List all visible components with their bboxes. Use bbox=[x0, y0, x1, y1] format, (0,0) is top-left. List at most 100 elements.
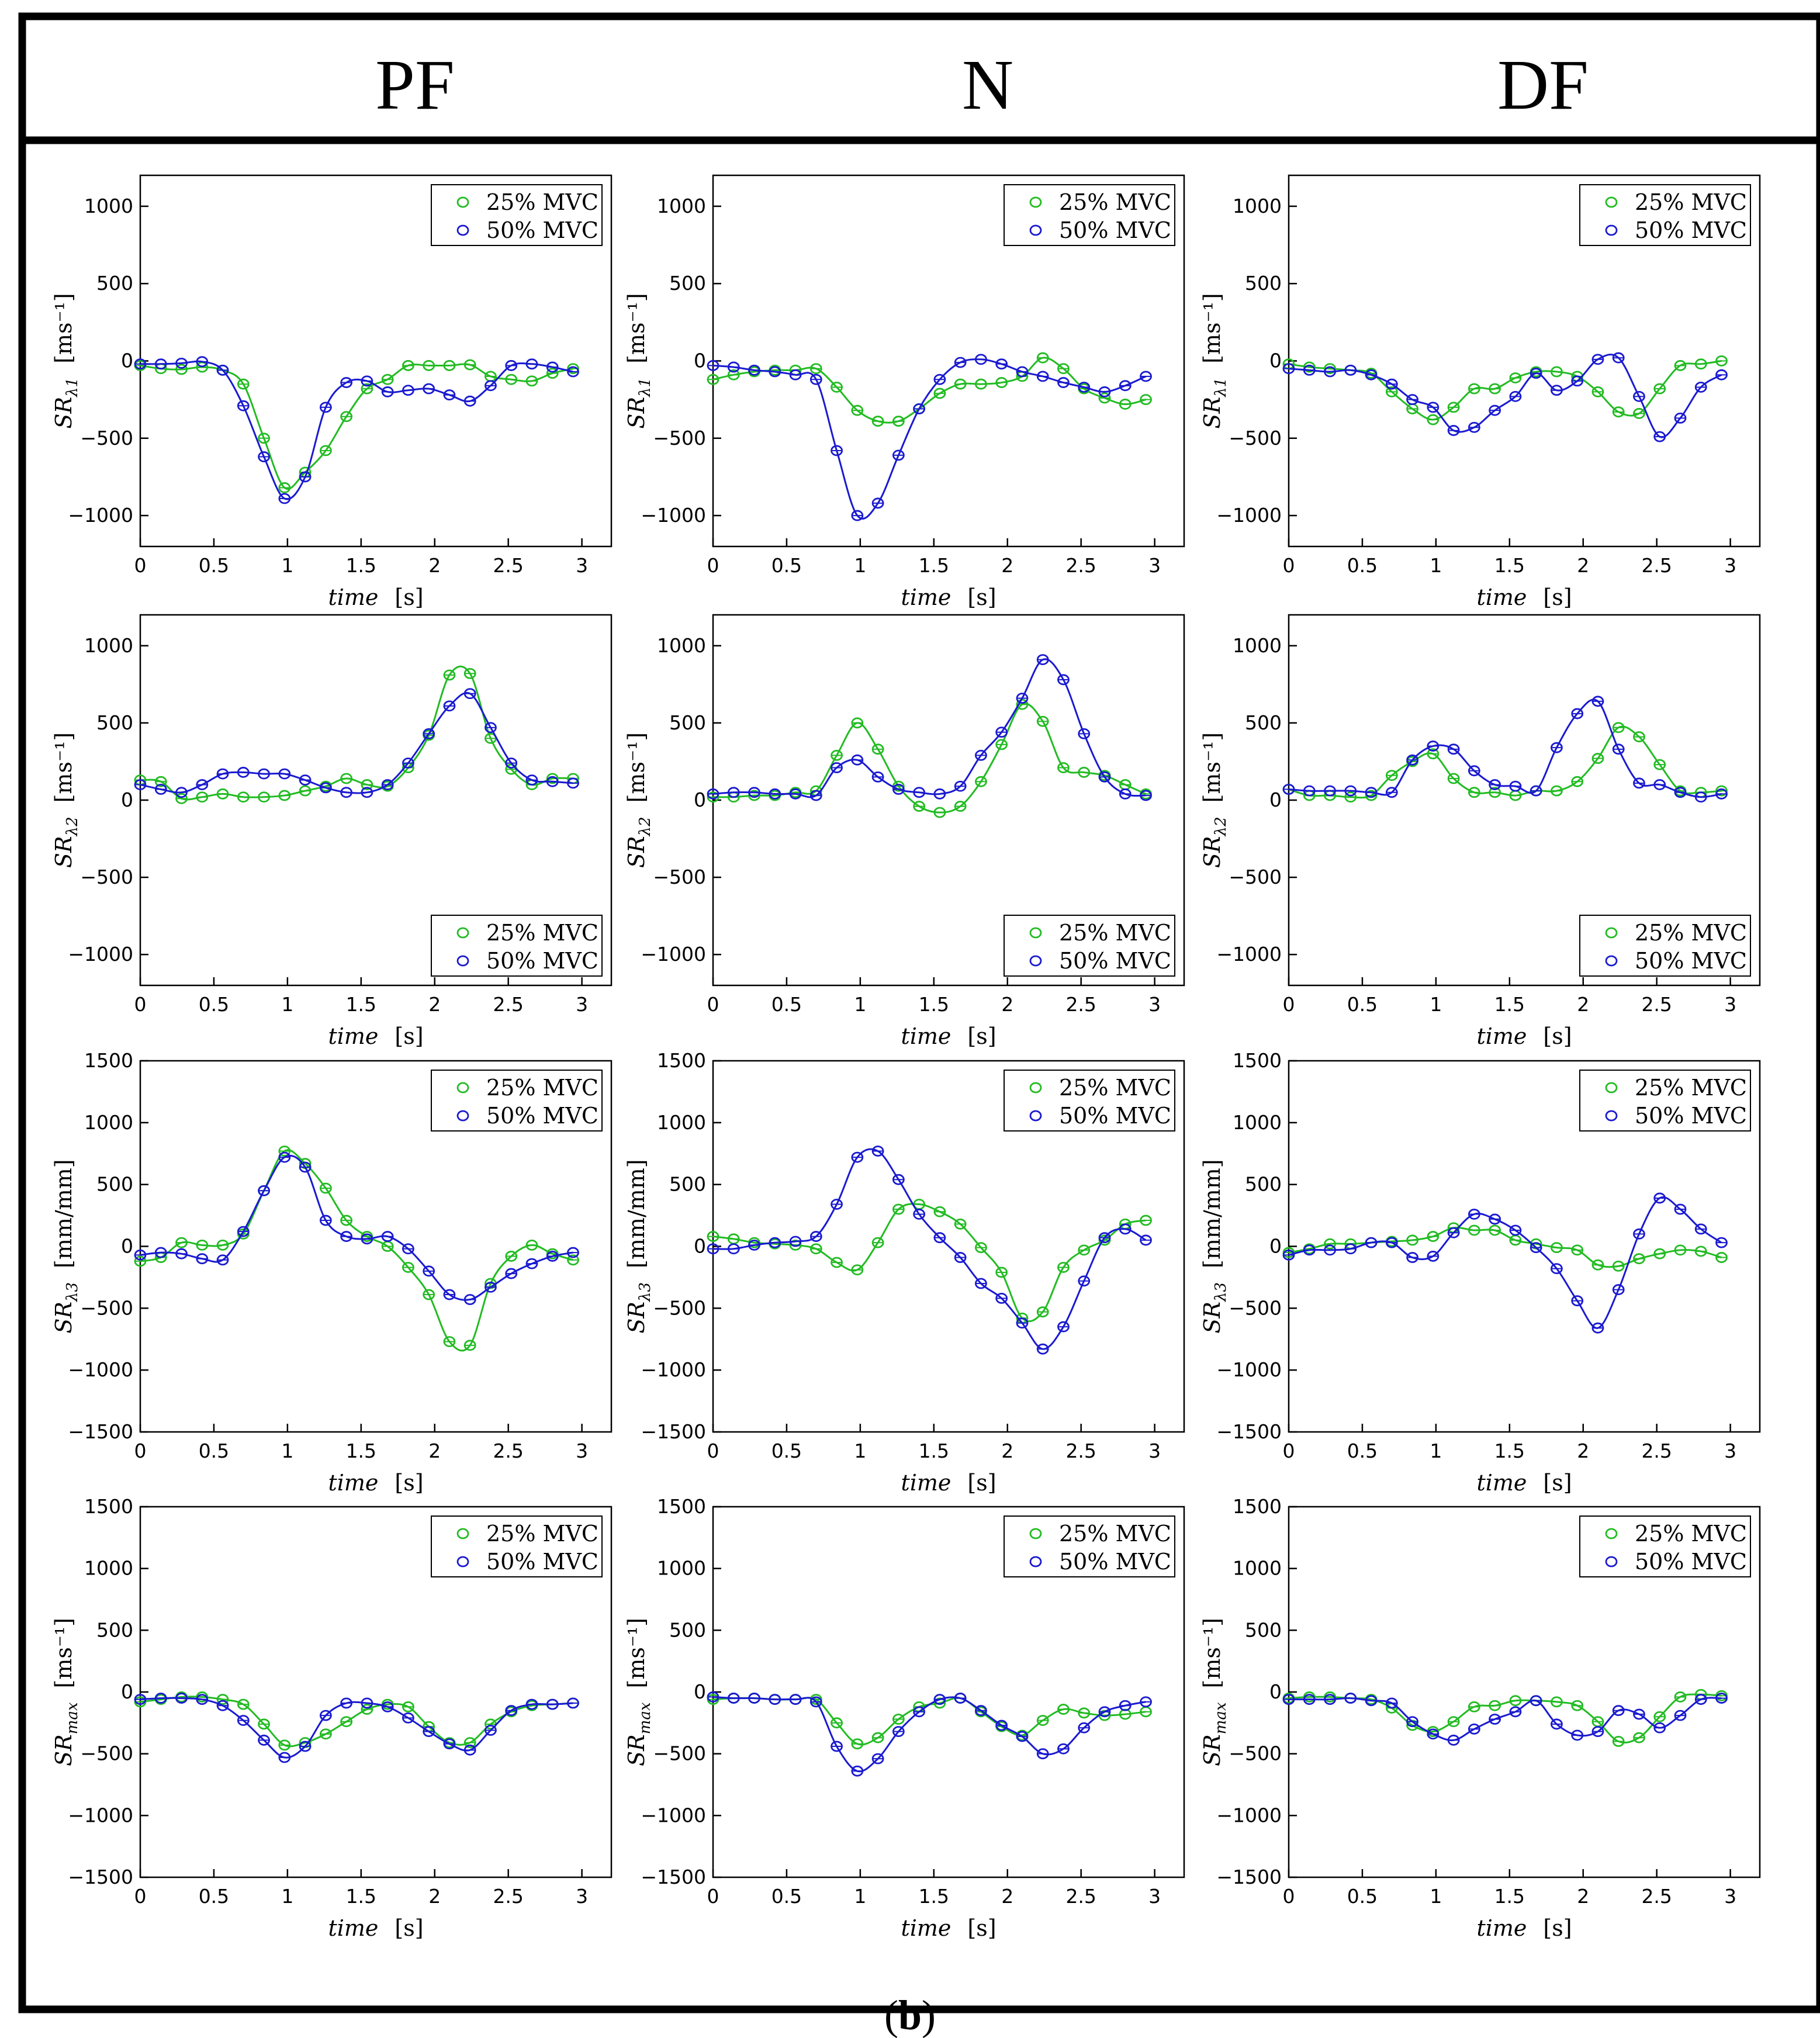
data-point bbox=[423, 1289, 435, 1300]
data-point bbox=[1427, 1728, 1440, 1740]
data-point bbox=[1468, 765, 1480, 777]
data-point bbox=[1427, 741, 1440, 752]
x-tick-label: 3 bbox=[576, 1440, 588, 1462]
data-point bbox=[1036, 1306, 1049, 1318]
data-point bbox=[423, 728, 435, 739]
x-tick-label: 2.5 bbox=[1641, 1885, 1672, 1908]
data-point bbox=[1715, 788, 1728, 800]
data-point bbox=[954, 1252, 967, 1263]
y-tick-label: −1000 bbox=[68, 1358, 133, 1381]
x-tick-label: 0.5 bbox=[199, 1440, 229, 1462]
data-point bbox=[1551, 1263, 1563, 1275]
data-point bbox=[727, 369, 740, 380]
data-point bbox=[319, 402, 332, 413]
data-point bbox=[933, 1697, 946, 1709]
data-point bbox=[851, 754, 864, 766]
data-point bbox=[299, 1741, 312, 1752]
x-tick-label: 0.5 bbox=[771, 1885, 802, 1908]
y-axis-label: SRmax [ms⁻¹] bbox=[51, 1618, 81, 1766]
y-tick-label: 1000 bbox=[84, 634, 133, 657]
data-point bbox=[1612, 1705, 1625, 1717]
series-line-25 bbox=[1288, 725, 1722, 799]
data-point bbox=[975, 776, 987, 787]
y-axis-label: SRλ3 [mm/mm] bbox=[624, 1159, 654, 1333]
outer-frame bbox=[18, 12, 1820, 2013]
panel-PF-SRλ2: 0 0.5 1 1.5 2 2.5 3 −1000 −500 0 500 1000 time [s] SRλ… bbox=[51, 614, 613, 1049]
data-point bbox=[154, 784, 167, 795]
y-tick-label: −500 bbox=[80, 866, 133, 888]
y-axis-label-sub: λ3 bbox=[636, 1282, 654, 1302]
data-point bbox=[361, 779, 373, 790]
data-point bbox=[340, 1231, 353, 1242]
data-point bbox=[1612, 406, 1625, 418]
data-point bbox=[809, 1231, 822, 1242]
y-tick-label: −1000 bbox=[641, 943, 706, 966]
data-point bbox=[1119, 380, 1132, 392]
legend-box bbox=[1004, 915, 1175, 977]
data-point bbox=[216, 1239, 229, 1251]
x-tick-label: 1.5 bbox=[919, 1440, 949, 1462]
data-point bbox=[1551, 1242, 1563, 1254]
data-point bbox=[1140, 371, 1152, 382]
x-tick-label: 3 bbox=[1724, 993, 1736, 1016]
data-point bbox=[1036, 654, 1049, 666]
x-tick-label: 0 bbox=[707, 554, 719, 577]
y-tick-label: 1500 bbox=[84, 1049, 133, 1072]
data-point bbox=[1468, 1209, 1480, 1220]
data-point bbox=[485, 722, 497, 733]
data-point bbox=[995, 1292, 1008, 1304]
data-point bbox=[871, 1753, 884, 1764]
x-tick-label: 1.5 bbox=[1494, 554, 1525, 577]
x-tick-label: 3 bbox=[1148, 554, 1161, 577]
data-point bbox=[831, 1741, 843, 1752]
y-tick-label: 0 bbox=[1269, 350, 1282, 372]
data-point bbox=[319, 1710, 332, 1721]
panel-PF-SRλ1: 0 0.5 1 1.5 2 2.5 3 −1000 −500 0 500 1000 time [s] SRλ… bbox=[51, 174, 613, 610]
data-point bbox=[299, 785, 312, 797]
data-point bbox=[1447, 743, 1460, 755]
data-point bbox=[1016, 693, 1029, 704]
x-tick-label: 3 bbox=[1148, 1885, 1161, 1908]
panel-N-SRλ1: 0 0.5 1 1.5 2 2.5 3 −1000 −500 0 500 1000 time [s] SRλ… bbox=[624, 174, 1185, 610]
data-point bbox=[216, 1254, 229, 1266]
x-tick-label: 1 bbox=[1430, 1440, 1442, 1462]
data-point bbox=[1057, 762, 1070, 773]
data-point bbox=[361, 383, 373, 395]
x-tick-label: 3 bbox=[1724, 1885, 1736, 1908]
x-tick-label: 0.5 bbox=[199, 993, 229, 1016]
legend-marker-25 bbox=[1029, 196, 1042, 208]
x-tick-label: 1 bbox=[1430, 1885, 1442, 1908]
x-axis-label-unit: [s] bbox=[1543, 1023, 1572, 1049]
y-tick-label: −500 bbox=[80, 427, 133, 449]
data-point bbox=[1653, 1722, 1666, 1733]
data-point bbox=[831, 1257, 843, 1268]
data-point bbox=[707, 1691, 719, 1703]
data-point bbox=[423, 383, 435, 395]
y-tick-label: −500 bbox=[1229, 1742, 1282, 1765]
data-point bbox=[505, 1268, 518, 1279]
data-point bbox=[134, 358, 147, 370]
data-point bbox=[789, 1239, 802, 1251]
data-point bbox=[381, 1701, 394, 1712]
data-point bbox=[1303, 1694, 1316, 1705]
data-point bbox=[809, 373, 822, 385]
data-point bbox=[1140, 790, 1152, 801]
x-tick-label: 1 bbox=[281, 1885, 293, 1908]
data-point bbox=[1591, 354, 1604, 365]
y-tick-label: −1500 bbox=[68, 1866, 133, 1888]
data-point bbox=[463, 688, 476, 700]
y-tick-label: −500 bbox=[653, 1296, 706, 1319]
legend-label: 25% MVC bbox=[1059, 920, 1171, 946]
legend-label: 50% MVC bbox=[486, 948, 598, 974]
data-point bbox=[443, 360, 456, 371]
data-point bbox=[278, 790, 291, 801]
legend-label: 25% MVC bbox=[1059, 1075, 1171, 1101]
legend-box bbox=[1004, 1515, 1175, 1577]
data-point bbox=[505, 1251, 518, 1262]
y-axis-label-unit: [mm/mm] bbox=[1199, 1159, 1225, 1268]
data-point bbox=[1036, 1343, 1049, 1355]
y-axis-label-main: SR bbox=[51, 397, 77, 429]
data-point bbox=[1653, 1192, 1666, 1204]
panel-PF-SRλ3: 0 0.5 1 1.5 2 2.5 3 −1500 −1000 −500 0 500 1000 1500 t… bbox=[51, 1049, 613, 1496]
